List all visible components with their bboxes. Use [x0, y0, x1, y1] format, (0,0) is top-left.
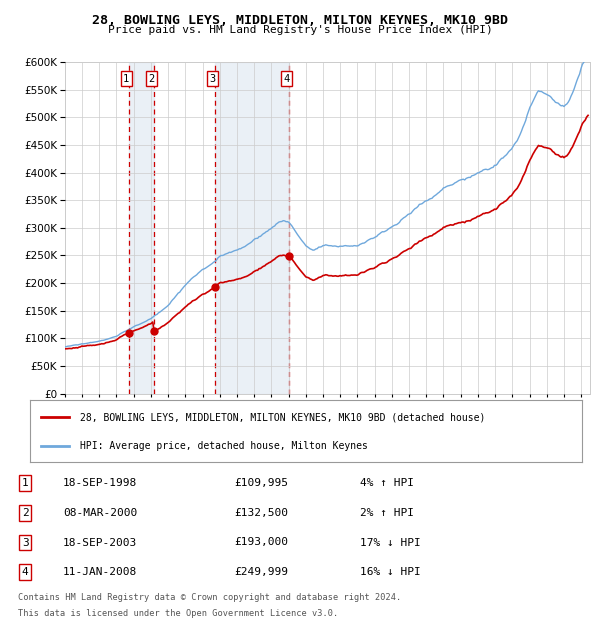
Text: Contains HM Land Registry data © Crown copyright and database right 2024.: Contains HM Land Registry data © Crown c…	[18, 593, 401, 602]
Text: 16% ↓ HPI: 16% ↓ HPI	[360, 567, 421, 577]
Text: 3: 3	[22, 538, 29, 547]
Bar	[215, 62, 289, 394]
Text: 4: 4	[283, 74, 290, 84]
Text: 2: 2	[22, 508, 29, 518]
Text: 1: 1	[123, 74, 130, 84]
Text: £249,999: £249,999	[234, 567, 288, 577]
Text: This data is licensed under the Open Government Licence v3.0.: This data is licensed under the Open Gov…	[18, 609, 338, 618]
Text: £193,000: £193,000	[234, 538, 288, 547]
Text: 28, BOWLING LEYS, MIDDLETON, MILTON KEYNES, MK10 9BD (detached house): 28, BOWLING LEYS, MIDDLETON, MILTON KEYN…	[80, 412, 485, 422]
Text: 4% ↑ HPI: 4% ↑ HPI	[360, 478, 414, 488]
Text: 18-SEP-2003: 18-SEP-2003	[63, 538, 137, 547]
Text: Price paid vs. HM Land Registry's House Price Index (HPI): Price paid vs. HM Land Registry's House …	[107, 25, 493, 35]
Text: 17% ↓ HPI: 17% ↓ HPI	[360, 538, 421, 547]
Text: £109,995: £109,995	[234, 478, 288, 488]
Text: HPI: Average price, detached house, Milton Keynes: HPI: Average price, detached house, Milt…	[80, 441, 368, 451]
Text: 11-JAN-2008: 11-JAN-2008	[63, 567, 137, 577]
Text: 2% ↑ HPI: 2% ↑ HPI	[360, 508, 414, 518]
Text: 1: 1	[22, 478, 29, 488]
Text: 08-MAR-2000: 08-MAR-2000	[63, 508, 137, 518]
Bar	[129, 62, 154, 394]
Text: £132,500: £132,500	[234, 508, 288, 518]
Text: 2: 2	[148, 74, 155, 84]
Text: 3: 3	[209, 74, 215, 84]
Text: 4: 4	[22, 567, 29, 577]
Text: 28, BOWLING LEYS, MIDDLETON, MILTON KEYNES, MK10 9BD: 28, BOWLING LEYS, MIDDLETON, MILTON KEYN…	[92, 14, 508, 27]
Text: 18-SEP-1998: 18-SEP-1998	[63, 478, 137, 488]
